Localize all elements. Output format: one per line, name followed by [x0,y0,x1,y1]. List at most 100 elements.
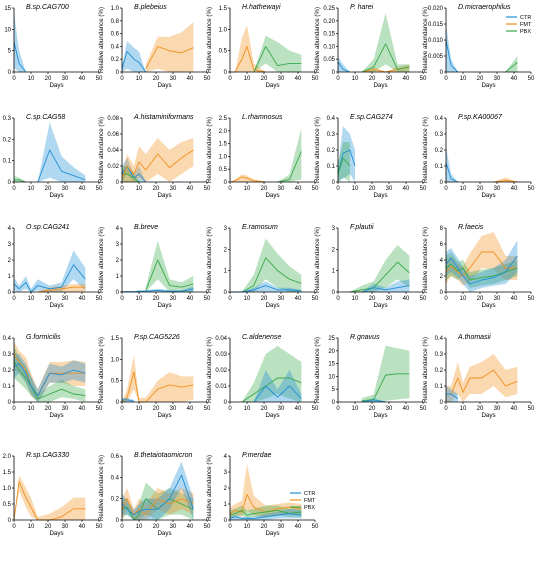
panel-g-formicilis: 0 0.1 0.2 0.3 0.4 0 10 20 30 40 50 G.formicilis Days… [3,334,103,419]
x-axis-label: Days [265,412,279,419]
series-line-ctr [337,61,351,73]
x-tick-label: 20 [153,524,160,530]
y-tick-label: 2 [224,247,228,253]
x-tick-label: 50 [312,186,319,192]
x-tick-label: 10 [136,186,143,192]
series-band-ctr [122,158,146,182]
y-tick-label: 4 [116,226,120,232]
y-tick-label: 2 [440,274,444,280]
y-tick-label: 5 [8,49,12,55]
series-line-ctr [253,385,302,403]
y-tick-label: 1.5 [3,470,12,476]
y-tick-label: 0.15 [323,32,335,38]
x-tick-label: 50 [312,76,319,82]
x-tick-label: 40 [511,76,518,82]
y-tick-label: 0 [224,400,228,406]
panel-title: O.sp.CAG241 [26,224,70,231]
panel-title: R.gnavus [350,334,380,341]
series-line-pbx [241,377,302,403]
series-line-ctr [121,474,194,516]
panel-b-sp-cag700: 0 5 10 15 0 10 20 30 40 50 B.sp.CAG700 Days Relative… [4,4,103,89]
x-tick-label: 50 [96,186,103,192]
x-tick-label: 10 [28,296,35,302]
series-line-ctr [229,513,302,519]
panel-title: C.aldenense [242,334,281,341]
x-tick-label: 20 [261,524,268,530]
x-tick-label: 10 [352,296,359,302]
y-tick-label: 4 [440,258,444,264]
y-tick-label: 0 [8,70,12,76]
y-tick-label: 2.5 [219,116,228,122]
x-tick-label: 40 [403,186,410,192]
x-tick-label: 0 [12,524,16,530]
x-tick-label: 0 [228,186,232,192]
series-line-pbx [337,157,351,175]
x-tick-label: 50 [204,524,211,530]
y-axis-label: Relative abundance (%) [314,117,321,183]
y-tick-label: 0 [332,290,336,296]
y-tick-label: 0.06 [107,132,119,138]
x-tick-label: 40 [79,186,86,192]
panel-title: E.sp.CAG274 [350,114,393,121]
x-tick-label: 40 [403,406,410,412]
x-tick-label: 10 [352,406,359,412]
x-tick-label: 0 [12,296,16,302]
y-tick-label: 0.5 [219,49,228,55]
y-tick-label: 6 [440,242,444,248]
panel-title: B.thetaiotaomicron [134,452,192,459]
x-tick-label: 40 [295,406,302,412]
panel-r-gnavus: 0 5 10 15 20 25 0 10 20 30 40 50 R.gnavus Days Relativ… [314,334,427,419]
y-tick-label: 0 [440,70,444,76]
series-band-fmt [145,22,194,72]
y-tick-label: 10 [328,374,335,380]
series-band-ctr [338,126,355,182]
series-band-ctr [230,281,302,292]
x-tick-label: 50 [96,76,103,82]
series-line-fmt [229,493,302,514]
series-line-pbx [145,259,194,291]
y-tick-label: 3 [224,226,228,232]
x-axis-label: Days [373,192,387,199]
y-tick-label: 1.5 [219,142,228,148]
y-tick-label: 0 [116,518,120,524]
y-tick-label: 0.20 [323,19,335,25]
legend-label-pbx: PBX [304,505,315,511]
x-tick-label: 30 [62,406,69,412]
x-tick-label: 40 [295,296,302,302]
y-tick-label: 0.2 [435,148,444,154]
panel-b-thetaiotaomicron: 0 0.2 0.4 0.6 0 10 20 30 40 50 B.thetaiotaomicron D… [98,452,211,537]
x-axis-label: Days [265,192,279,199]
y-tick-label: 15 [4,6,11,12]
series-band-fmt [230,464,302,519]
legend-label-fmt: FMT [520,22,532,28]
x-axis-label: Days [265,302,279,309]
series-band-fmt [361,64,410,72]
x-tick-label: 10 [136,524,143,530]
y-tick-label: 0 [224,70,228,76]
series-line-fmt [445,251,518,277]
x-tick-label: 30 [170,186,177,192]
x-tick-label: 50 [312,406,319,412]
panel-title: R.sp.CAG330 [26,452,69,459]
y-axis-label: Relative abundance (%) [98,455,105,521]
y-axis-label: Relative abundance (%) [422,227,429,293]
x-tick-label: 10 [244,186,251,192]
y-tick-label: 0.3 [435,132,444,138]
y-tick-label: 2 [224,486,228,492]
panel-p-sp-ka00067: 0 0.1 0.2 0.3 0.4 0 10 20 30 40 50 P.sp.KA00067 Days… [422,114,535,199]
panel-l-rhamnosus: 0 0.5 1.0 1.5 2.0 2.5 0 10 20 30 40 50 L.rhamnosus Da… [206,114,319,199]
y-tick-label: 1.0 [219,27,228,33]
y-axis-label: Relative abundance (%) [314,337,321,403]
series-band-pbx [338,142,350,182]
y-tick-label: 1.5 [111,336,120,342]
series-band-ctr [446,386,458,402]
series-band-ctr [446,146,458,182]
series-line-fmt [229,176,266,183]
series-line-pbx [277,151,302,183]
x-axis-label: Days [49,302,63,309]
y-tick-label: 4 [8,226,12,232]
x-tick-label: 20 [369,296,376,302]
x-tick-label: 30 [170,406,177,412]
x-tick-label: 0 [228,296,232,302]
